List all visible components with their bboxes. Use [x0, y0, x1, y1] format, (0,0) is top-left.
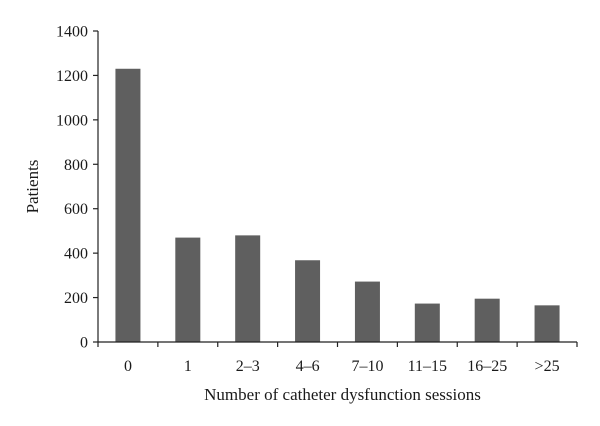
- y-tick-label: 1400: [56, 24, 88, 41]
- x-category-label: 11–15: [408, 358, 447, 375]
- y-tick-label: 800: [64, 157, 88, 174]
- x-category-label: >25: [535, 358, 560, 375]
- y-axis-ticks: 0 200 400 600 800 1000 1200 1400: [56, 24, 98, 352]
- bar-7: [534, 305, 560, 342]
- bar-5: [414, 303, 440, 342]
- y-tick-label: 200: [64, 290, 88, 307]
- y-tick-label: 400: [64, 246, 88, 263]
- bar-0: [115, 68, 141, 342]
- x-category-label: 1: [184, 358, 192, 375]
- bar-2: [235, 235, 261, 342]
- x-category-label: 0: [124, 358, 132, 375]
- y-tick-label: 0: [80, 335, 88, 352]
- y-tick-label: 600: [64, 201, 88, 218]
- y-tick-label: 1000: [56, 112, 88, 129]
- x-category-label: 4–6: [296, 358, 320, 375]
- y-axis-title: Patients: [23, 160, 42, 214]
- y-tick-label: 1200: [56, 68, 88, 85]
- bar-6: [474, 298, 500, 342]
- bars-group: [115, 68, 560, 342]
- x-category-label: 7–10: [351, 358, 383, 375]
- x-axis-title: Number of catheter dysfunction sessions: [204, 385, 481, 404]
- bar-3: [295, 260, 321, 342]
- x-category-label: 2–3: [236, 358, 260, 375]
- x-axis-ticks: 0 1 2–3 4–6 7–10 11–15 16–25 >25: [97, 342, 578, 375]
- bar-4: [354, 281, 380, 342]
- bar-1: [175, 237, 201, 342]
- x-category-label: 16–25: [467, 358, 507, 375]
